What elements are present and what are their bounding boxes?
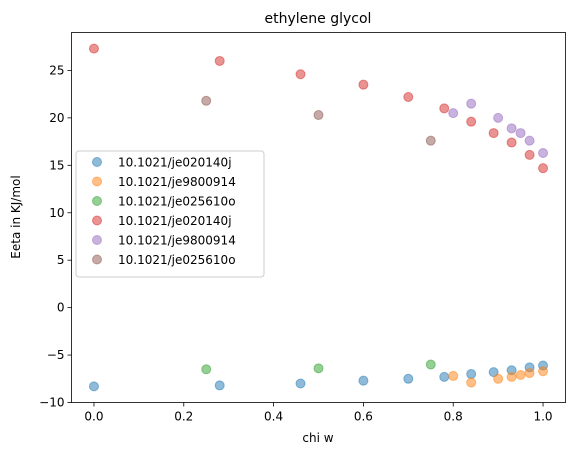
legend-frame [75, 150, 265, 278]
data-point-series-6 [425, 135, 436, 146]
data-point-series-6 [313, 110, 324, 121]
y-tick-label: 25 [49, 63, 64, 77]
legend-marker [92, 196, 102, 206]
data-point-series-4 [524, 149, 535, 160]
data-point-series-4 [506, 137, 517, 148]
data-point-series-5 [538, 147, 549, 158]
data-point-series-4 [439, 103, 450, 114]
chart-title: ethylene glycol [265, 11, 372, 27]
data-point-series-6 [201, 95, 212, 106]
data-points [88, 43, 549, 392]
y-tick-label: 20 [49, 111, 64, 125]
plot-frame [71, 32, 566, 403]
y-tick-label: 15 [49, 158, 64, 172]
data-point-series-1 [466, 369, 477, 380]
data-point-series-5 [515, 128, 526, 139]
legend-marker [92, 215, 102, 226]
data-point-series-2 [493, 373, 504, 384]
legend-marker [92, 157, 102, 167]
y-tick-label: −10 [39, 396, 64, 410]
data-point-series-5 [506, 123, 517, 134]
x-axis-label: chi w [302, 431, 333, 445]
x-tick-label: 0.8 [444, 410, 463, 424]
data-point-series-2 [448, 370, 459, 381]
legend-marker [92, 235, 102, 245]
legend-entry: 10.1021/je025610o [118, 253, 236, 267]
data-point-series-4 [295, 69, 306, 80]
y-tick-label: 10 [49, 206, 64, 220]
data-point-series-2 [524, 368, 535, 379]
data-point-series-4 [88, 43, 99, 54]
x-tick-label: 0.6 [354, 410, 373, 424]
data-point-series-2 [515, 369, 526, 380]
data-point-series-4 [538, 163, 549, 174]
data-point-series-3 [425, 359, 436, 370]
legend-entry: 10.1021/je020140j [118, 214, 232, 228]
data-point-series-1 [358, 375, 369, 386]
data-point-series-4 [358, 79, 369, 90]
y-tick-label: 0 [57, 301, 65, 315]
data-point-series-4 [466, 116, 477, 127]
data-point-series-1 [88, 381, 99, 392]
x-tick-label: 1.0 [533, 410, 552, 424]
data-point-series-2 [506, 371, 517, 382]
x-tick-label: 0.2 [174, 410, 193, 424]
data-point-series-5 [466, 98, 477, 109]
y-axis-ticks: −10 −5 0 5 10 15 20 25 [39, 63, 72, 410]
legend-entry: 10.1021/je025610o [118, 195, 236, 209]
legend: 10.1021/je020140j 10.1021/je9800914 10.102… [75, 150, 265, 278]
data-point-series-4 [214, 55, 225, 66]
y-tick-label: −5 [47, 348, 65, 362]
x-tick-label: 0.0 [84, 410, 103, 424]
data-point-series-1 [295, 378, 306, 389]
data-point-series-2 [466, 377, 477, 388]
y-tick-label: 5 [57, 253, 65, 267]
data-point-series-1 [214, 380, 225, 391]
data-point-series-2 [538, 366, 549, 377]
data-point-series-4 [488, 128, 499, 139]
x-axis-ticks: 0.0 0.2 0.4 0.6 0.8 1.0 [84, 402, 553, 424]
data-point-series-3 [313, 363, 324, 374]
data-point-series-3 [201, 364, 212, 375]
legend-entry: 10.1021/je020140j [118, 156, 232, 170]
data-point-series-5 [524, 135, 535, 146]
y-axis-label: Eeta in KJ/mol [9, 175, 23, 258]
legend-marker [92, 254, 102, 265]
legend-entry: 10.1021/je9800914 [118, 234, 236, 248]
data-point-series-1 [439, 371, 450, 382]
data-point-series-5 [493, 112, 504, 123]
data-point-series-4 [403, 92, 414, 103]
data-point-series-1 [403, 373, 414, 384]
legend-entry: 10.1021/je9800914 [118, 175, 236, 189]
legend-marker [92, 176, 102, 187]
data-point-series-5 [448, 108, 459, 119]
x-tick-label: 0.4 [264, 410, 283, 424]
